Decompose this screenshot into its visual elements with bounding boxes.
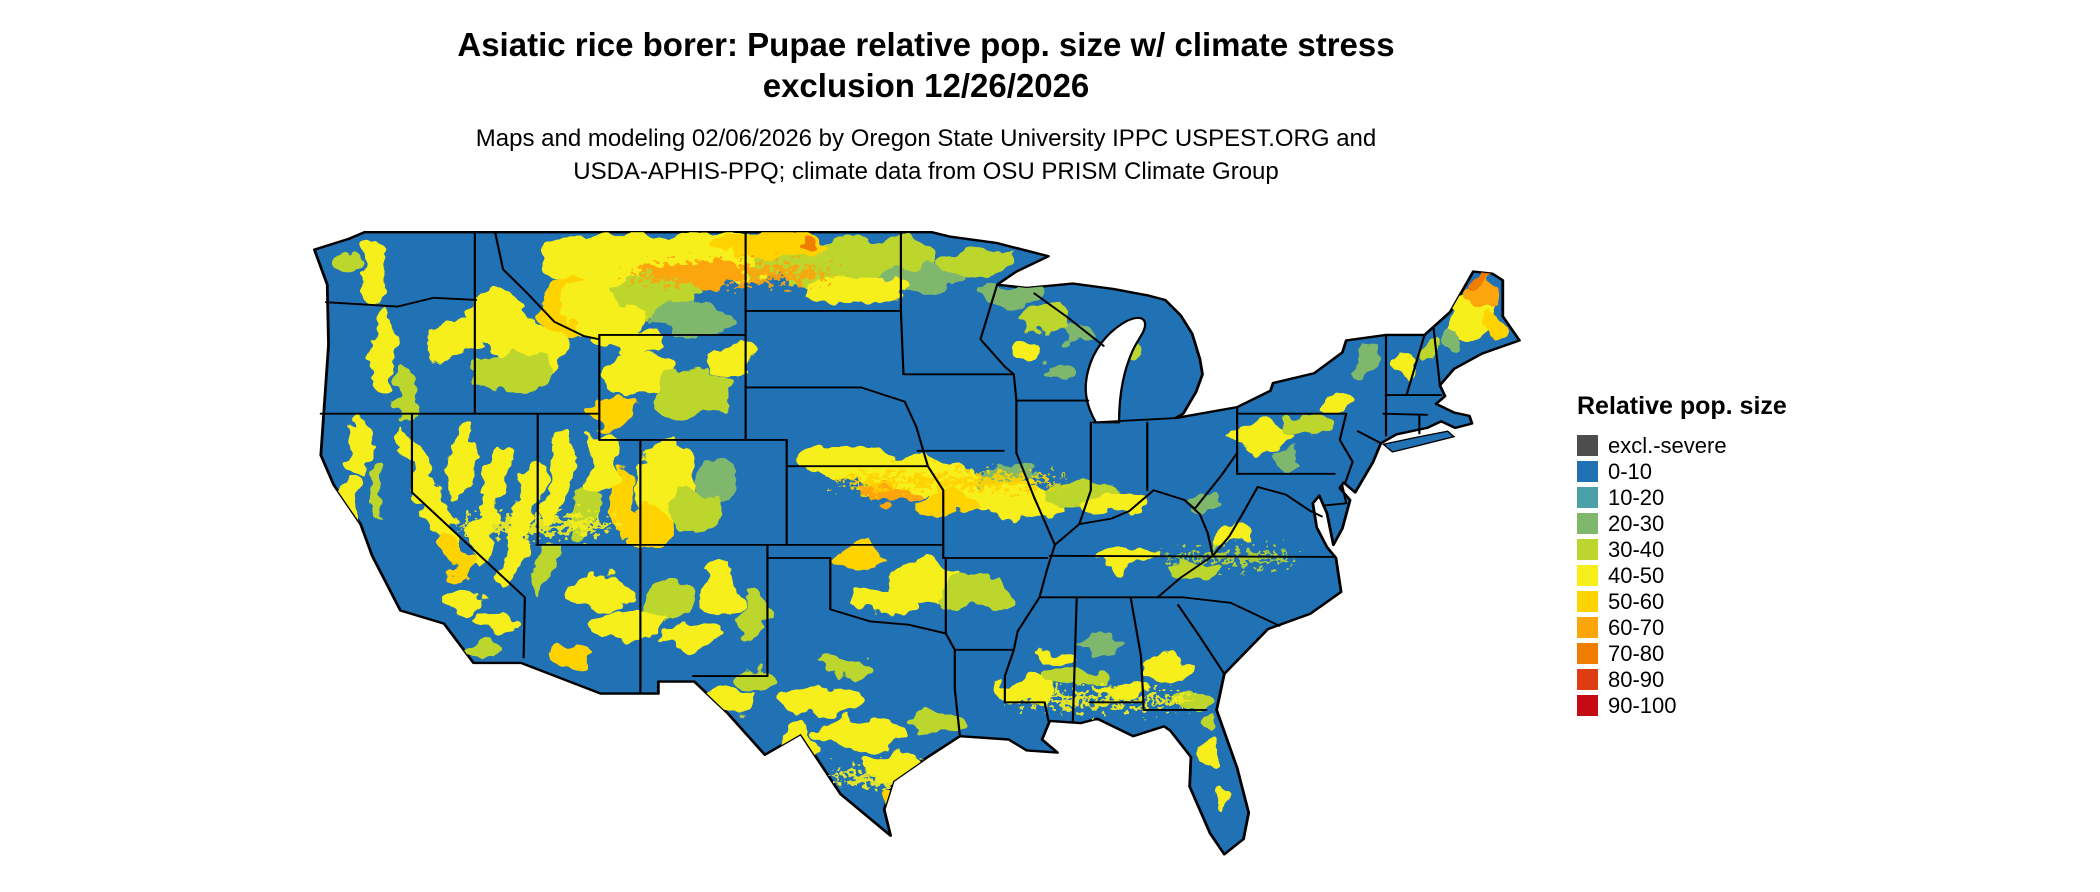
legend-item: 30-40 (1577, 537, 1837, 562)
legend-swatch-50-60 (1577, 591, 1598, 612)
legend-label: 0-10 (1608, 459, 1653, 484)
title-line-2: exclusion 12/26/2026 (762, 67, 1090, 104)
speckle-texture (462, 264, 1297, 786)
us-map-svg (313, 230, 1521, 856)
legend-label: 20-30 (1608, 511, 1665, 536)
legend-item: 20-30 (1577, 511, 1837, 536)
legend-swatch-80-90 (1577, 669, 1598, 690)
subtitle-line-1: Maps and modeling 02/06/2026 by Oregon S… (475, 125, 1377, 152)
us-landmass (313, 230, 1521, 856)
legend-label: 10-20 (1608, 485, 1665, 510)
subtitle-line-2: USDA-APHIS-PPQ; climate data from OSU PR… (573, 158, 1279, 185)
legend-swatch-60-70 (1577, 617, 1598, 638)
legend-swatch-90-100 (1577, 695, 1598, 716)
legend-label: 40-50 (1608, 563, 1665, 588)
legend-item: 70-80 (1577, 641, 1837, 666)
legend-title: Relative pop. size (1577, 392, 1787, 420)
legend-swatch-20-30 (1577, 513, 1598, 534)
legend-swatch-70-80 (1577, 643, 1598, 664)
legend-swatch-excl-severe (1577, 435, 1598, 456)
legend-swatch-10-20 (1577, 487, 1598, 508)
map-legend: Relative pop. size excl.-severe 0-10 10-… (1577, 392, 1837, 719)
legend-swatch-30-40 (1577, 539, 1598, 560)
legend-label: 50-60 (1608, 589, 1665, 614)
legend-swatch-0-10 (1577, 461, 1598, 482)
legend-label: 60-70 (1608, 615, 1665, 640)
us-choropleth-map (308, 230, 1540, 886)
legend-item: 50-60 (1577, 589, 1837, 614)
legend-swatch-40-50 (1577, 565, 1598, 586)
legend-item: 10-20 (1577, 485, 1837, 510)
long-island (1381, 430, 1456, 453)
page-subtitle: Maps and modeling 02/06/2026 by Oregon S… (0, 122, 1852, 188)
legend-item: excl.-severe (1577, 433, 1837, 458)
page-title: Asiatic rice borer: Pupae relative pop. … (0, 24, 1852, 106)
legend-label: excl.-severe (1608, 433, 1727, 458)
legend-item: 60-70 (1577, 615, 1837, 640)
legend-label: 90-100 (1608, 693, 1677, 718)
legend-label: 70-80 (1608, 641, 1665, 666)
legend-item: 90-100 (1577, 693, 1837, 718)
legend-item: 0-10 (1577, 459, 1837, 484)
title-line-1: Asiatic rice borer: Pupae relative pop. … (457, 26, 1395, 63)
legend-item: 80-90 (1577, 667, 1837, 692)
state-borders (319, 231, 1443, 738)
legend-item: 40-50 (1577, 563, 1837, 588)
legend-label: 80-90 (1608, 667, 1665, 692)
legend-label: 30-40 (1608, 537, 1665, 562)
